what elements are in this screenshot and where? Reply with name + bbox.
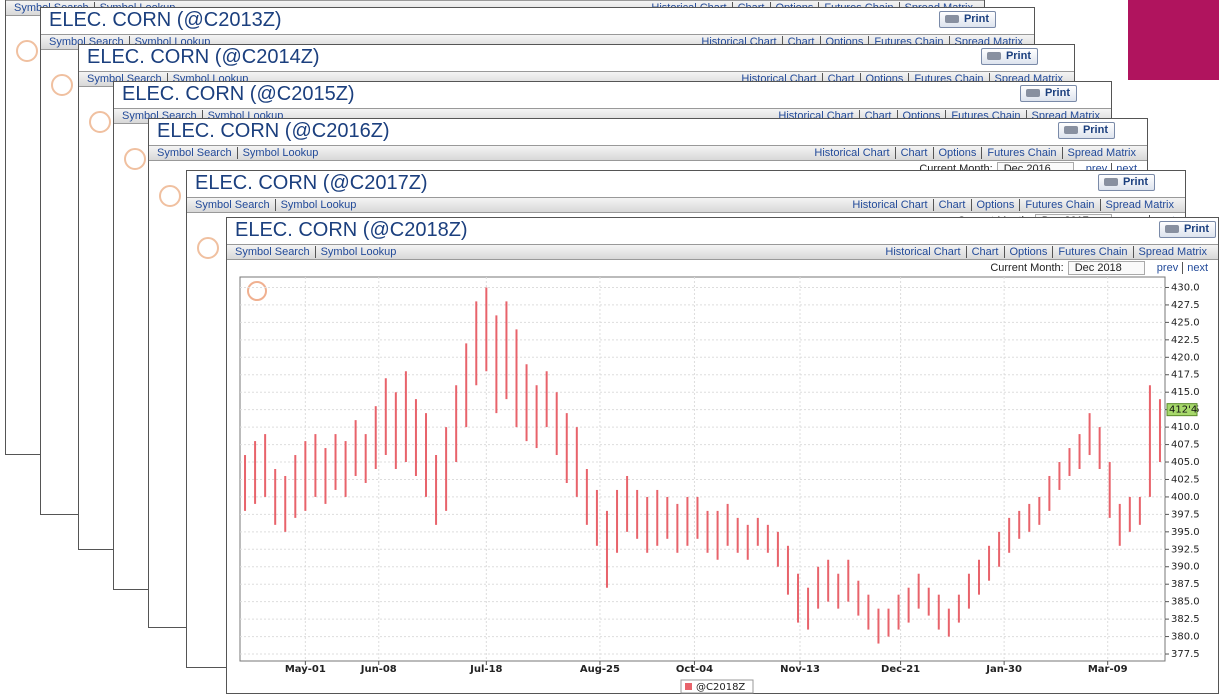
print-button[interactable]: Print: [938, 11, 996, 28]
window-title: ELEC. CORN (@C2016Z): [157, 120, 390, 142]
dtn-logo: [89, 111, 111, 133]
accent-block: [1128, 0, 1219, 80]
month-selector: Current Month: Dec 2018 prev next: [990, 261, 1212, 275]
next-link[interactable]: next: [1182, 262, 1212, 274]
dtn-logo: [124, 148, 146, 170]
nav-left: Symbol Search Symbol Lookup: [157, 146, 324, 160]
dtn-logo: [16, 40, 38, 62]
nav-link[interactable]: Options: [1003, 246, 1053, 258]
nav-link[interactable]: Historical Chart: [852, 199, 928, 211]
nav-link[interactable]: Chart: [965, 246, 1004, 258]
month-dropdown[interactable]: Dec 2018: [1067, 261, 1145, 275]
nav-bar: Symbol Search Symbol Lookup Historical Cha…: [227, 244, 1218, 260]
nav-link[interactable]: Options: [970, 199, 1020, 211]
nav-link[interactable]: Options: [932, 147, 982, 159]
dtn-logo: [159, 185, 181, 207]
nav-link[interactable]: Chart: [894, 147, 933, 159]
nav-link[interactable]: Symbol Lookup: [314, 246, 402, 258]
print-button[interactable]: Print: [980, 48, 1038, 65]
nav-link[interactable]: Futures Chain: [1019, 199, 1100, 211]
dtn-logo: [51, 74, 73, 96]
window-title: ELEC. CORN (@C2017Z): [195, 172, 428, 194]
nav-link[interactable]: Spread Matrix: [1132, 246, 1212, 258]
chart-window: ELEC. CORN (@C2018Z) Print Symbol Search Sy…: [226, 217, 1219, 694]
nav-bar: Symbol Search Symbol Lookup Historical Cha…: [149, 145, 1147, 161]
window-title: ELEC. CORN (@C2013Z): [49, 9, 282, 31]
window-title: ELEC. CORN (@C2015Z): [122, 83, 355, 105]
nav-link[interactable]: Symbol Lookup: [236, 147, 324, 159]
print-button[interactable]: Print: [1019, 85, 1077, 102]
nav-link[interactable]: Symbol Lookup: [274, 199, 362, 211]
dtn-logo: [197, 237, 219, 259]
window-title: ELEC. CORN (@C2014Z): [87, 46, 320, 68]
month-label: Current Month:: [990, 262, 1064, 274]
print-button[interactable]: Print: [1097, 174, 1155, 191]
nav-link[interactable]: Futures Chain: [981, 147, 1062, 159]
nav-link[interactable]: Symbol Search: [195, 199, 270, 211]
print-button[interactable]: Print: [1057, 122, 1115, 139]
window-title: ELEC. CORN (@C2018Z): [235, 219, 468, 241]
nav-left: Symbol Search Symbol Lookup: [235, 245, 402, 259]
nav-link[interactable]: Chart: [932, 199, 971, 211]
nav-bar: Symbol Search Symbol Lookup Historical Cha…: [187, 197, 1185, 213]
nav-left: Symbol Search Symbol Lookup: [195, 198, 362, 212]
nav-link[interactable]: Historical Chart: [814, 147, 890, 159]
nav-link[interactable]: Spread Matrix: [1099, 199, 1179, 211]
print-button[interactable]: Print: [1158, 221, 1216, 238]
prev-link[interactable]: prev: [1156, 262, 1179, 274]
nav-link[interactable]: Symbol Search: [235, 246, 310, 258]
nav-link[interactable]: Symbol Search: [157, 147, 232, 159]
nav-link[interactable]: Historical Chart: [885, 246, 961, 258]
nav-link[interactable]: Futures Chain: [1052, 246, 1133, 258]
nav-link[interactable]: Spread Matrix: [1061, 147, 1141, 159]
